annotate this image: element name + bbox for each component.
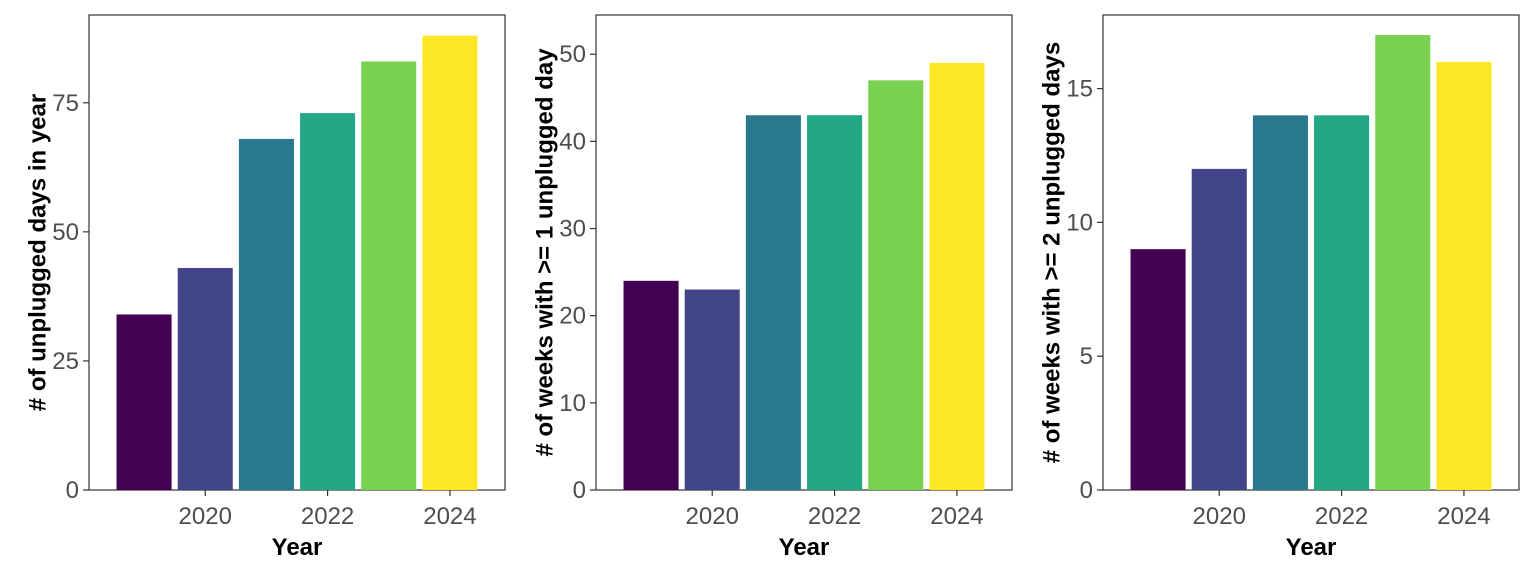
bar-2023 xyxy=(361,61,417,490)
bar-2020 xyxy=(684,289,740,490)
y-tick-label: 50 xyxy=(52,219,79,246)
bar-2019 xyxy=(623,280,679,490)
bar-2024 xyxy=(929,62,985,490)
bar-2019 xyxy=(1130,249,1186,490)
y-tick-label: 10 xyxy=(1066,209,1093,236)
y-tick-label: 10 xyxy=(559,390,586,417)
y-tick-label: 0 xyxy=(66,477,79,504)
x-tick-label: 2020 xyxy=(686,503,739,530)
bar-2021 xyxy=(238,138,294,491)
x-tick-label: 2020 xyxy=(1193,503,1246,530)
bar-2020 xyxy=(177,267,233,490)
bar-2023 xyxy=(868,80,924,490)
panel-weeks-1-day: 0 10 20 30 40 50 2020 2022 2024 Year # of weeks … xyxy=(531,14,1013,561)
y-tick-label: 40 xyxy=(559,128,586,155)
y-tick-label: 30 xyxy=(559,216,586,243)
x-tick-label: 2024 xyxy=(1437,503,1490,530)
bar-2021 xyxy=(745,115,801,490)
x-axis-title: Year xyxy=(1286,534,1337,561)
bar-2020 xyxy=(1191,168,1247,491)
y-tick-label: 0 xyxy=(573,477,586,504)
x-tick-label: 2024 xyxy=(930,503,983,530)
panel-frame xyxy=(1102,14,1520,491)
panel-frame xyxy=(595,14,1013,491)
y-axis-title: # of weeks with >= 2 unplugged days xyxy=(1038,42,1065,463)
x-tick-label: 2022 xyxy=(301,503,354,530)
panel-unplugged-days: 0 25 50 75 2020 2022 2024 Year # of unplugged … xyxy=(24,14,506,561)
bar-2024 xyxy=(1436,61,1492,490)
bar-2022 xyxy=(807,115,863,490)
bar-2021 xyxy=(1252,115,1308,490)
x-tick-label: 2022 xyxy=(808,503,861,530)
x-axis-title: Year xyxy=(272,534,323,561)
x-axis-title: Year xyxy=(779,534,830,561)
x-tick-label: 2020 xyxy=(179,503,232,530)
bar-2022 xyxy=(1314,115,1370,490)
x-tick-label: 2024 xyxy=(423,503,476,530)
y-tick-label: 20 xyxy=(559,303,586,330)
x-tick-label: 2022 xyxy=(1315,503,1368,530)
y-tick-label: 5 xyxy=(1080,343,1093,370)
bar-2023 xyxy=(1375,35,1431,490)
panel-frame xyxy=(88,14,506,491)
y-axis-title: # of unplugged days in year xyxy=(24,94,51,411)
bar-2019 xyxy=(116,314,172,490)
panel-weeks-2-days: 0 5 10 15 2020 2022 2024 Year # of weeks with … xyxy=(1038,14,1520,561)
y-tick-label: 25 xyxy=(52,348,79,375)
y-tick-label: 15 xyxy=(1066,76,1093,103)
y-tick-label: 50 xyxy=(559,41,586,68)
y-tick-label: 75 xyxy=(52,90,79,117)
y-tick-label: 0 xyxy=(1080,477,1093,504)
bar-2022 xyxy=(300,113,356,490)
y-axis-title: # of weeks with >= 1 unplugged day xyxy=(531,48,558,457)
bar-2024 xyxy=(422,35,478,491)
